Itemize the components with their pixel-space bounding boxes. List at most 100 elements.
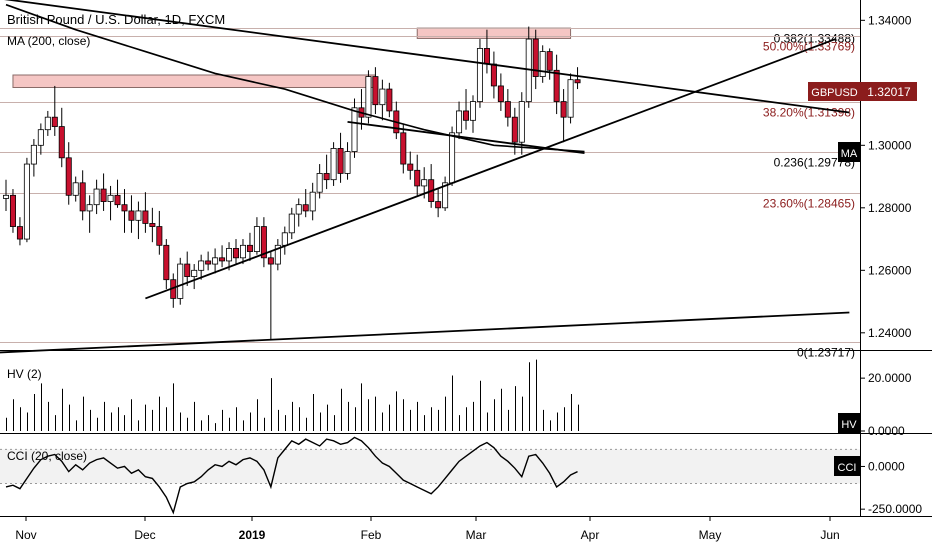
price-axis-label-0: 1.24000: [868, 326, 912, 340]
candle: [469, 101, 476, 121]
price-axis-label-2: 1.28000: [868, 201, 912, 215]
fib-label-1: 50.00%(1.33769): [763, 40, 855, 54]
trendline-2[interactable]: [0, 311, 850, 354]
candle: [421, 179, 428, 187]
time-axis-label-0: Nov: [15, 528, 36, 542]
candle: [58, 126, 65, 159]
trendline-0[interactable]: [0, 0, 850, 114]
candle: [483, 48, 490, 65]
candle: [65, 157, 72, 196]
candle: [288, 213, 295, 234]
candle: [79, 182, 86, 212]
candle: [226, 248, 233, 262]
candle: [504, 101, 511, 118]
fib-label-5: 0(1.23717): [797, 346, 855, 360]
fib-label-3: 0.236(1.29778): [774, 156, 855, 170]
cci-axis-label-0: 0.0000: [868, 459, 905, 473]
candle: [553, 69, 560, 102]
candle: [72, 182, 79, 196]
fib-label-0: 0.382(1.33488): [774, 32, 855, 46]
hv-pane-label: HV (2): [7, 367, 42, 381]
last-price-text: 1.32017: [867, 85, 911, 99]
hv-tag-bg: [838, 413, 860, 433]
candle: [163, 244, 170, 281]
cci-tag-bg: [834, 456, 860, 476]
time-axis-label-1: Dec: [134, 528, 155, 542]
candle: [435, 201, 442, 209]
candle: [44, 116, 51, 131]
ma-tag: MA: [838, 142, 860, 162]
candle: [567, 79, 574, 118]
candle: [30, 144, 37, 165]
cci-tag-text: CCI: [838, 462, 857, 474]
ma-200-line: [5, 3, 585, 153]
candle: [93, 188, 100, 206]
hv-axis-label-1: 0.0000: [868, 424, 905, 438]
fib-label-2: 38.20%(1.31398): [763, 106, 855, 120]
candle: [23, 163, 30, 240]
ma-tag-bg: [838, 142, 860, 162]
chart-title: British Pound / U.S. Dollar, 1D, FXCM: [7, 12, 225, 27]
candle: [476, 48, 483, 102]
candle: [142, 210, 149, 224]
cci-axis-label-1: -250.0000: [868, 502, 922, 516]
time-axis-label-2: 2019: [239, 528, 266, 542]
candle: [177, 263, 184, 299]
hv-tag-text: HV: [841, 419, 857, 431]
candle: [546, 51, 553, 71]
cci-band-fill: [0, 449, 860, 484]
candle: [233, 248, 240, 259]
ma-indicator-label: MA (200, close): [7, 34, 90, 48]
price-axis-label-4: 1.34000: [868, 13, 912, 27]
candle: [539, 51, 546, 77]
hv-axis-label-0: 20.0000: [868, 371, 912, 385]
candle: [9, 194, 16, 227]
candle: [198, 260, 205, 271]
symbol-badge-bg: [808, 82, 861, 101]
ma-tag-text: MA: [841, 148, 858, 160]
cci-line: [5, 436, 578, 515]
candle: [372, 76, 379, 106]
trendline-1[interactable]: [145, 38, 836, 300]
candle: [260, 226, 267, 259]
candle: [274, 244, 281, 265]
candle: [497, 85, 504, 102]
candle: [239, 244, 246, 259]
last-price-badge-bg: [861, 82, 917, 101]
candle: [511, 116, 518, 143]
candle: [205, 260, 212, 265]
candle: [219, 257, 226, 262]
candle: [532, 38, 539, 77]
candle: [330, 148, 337, 181]
hv-tag: HV: [838, 413, 860, 433]
candle: [281, 232, 288, 246]
trendline-3[interactable]: [347, 120, 585, 155]
candle: [184, 263, 191, 277]
candle: [323, 173, 330, 181]
candle: [407, 163, 414, 171]
candle: [344, 151, 351, 174]
candle: [309, 191, 316, 212]
candle: [337, 148, 344, 174]
candle: [414, 169, 421, 187]
cci-tag: CCI: [834, 456, 860, 476]
candle: [456, 110, 463, 134]
candle: [316, 173, 323, 193]
price-axis-label-1: 1.26000: [868, 263, 912, 277]
symbol-badge: GBPUSD: [808, 82, 861, 101]
candle: [86, 204, 93, 212]
candle: [442, 182, 449, 209]
candle: [518, 101, 525, 143]
candle: [574, 79, 581, 84]
candle: [100, 188, 107, 202]
cci-pane-label: CCI (20, close): [7, 449, 87, 463]
candle: [212, 257, 219, 265]
symbol-badge-text: GBPUSD: [811, 87, 858, 99]
candle: [3, 194, 9, 199]
candle: [121, 204, 128, 212]
last-price-badge: 1.32017: [861, 82, 917, 101]
candle: [267, 257, 274, 265]
candle: [149, 223, 156, 227]
